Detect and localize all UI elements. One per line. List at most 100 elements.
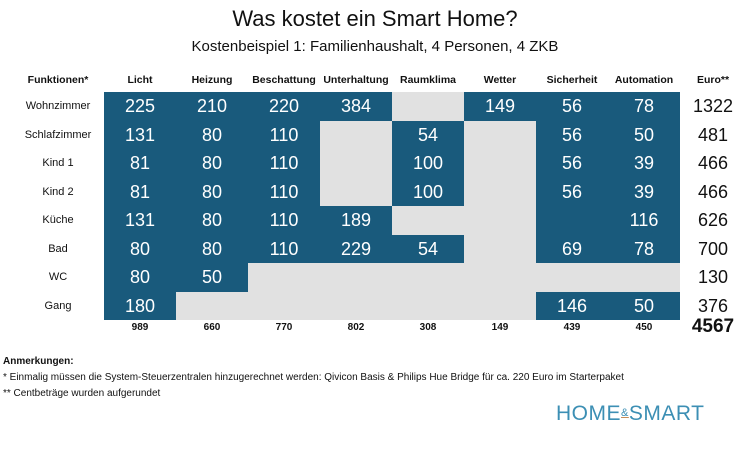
table-cell — [536, 263, 608, 292]
row-label: Bad — [48, 242, 68, 255]
table-cell: 80 — [176, 206, 248, 235]
column-total: 989 — [131, 322, 149, 333]
table-cell: 69 — [536, 234, 608, 263]
row-label: Wohnzimmer — [25, 100, 91, 112]
column-total: 770 — [275, 322, 293, 333]
corner-label: Funktionen* — [27, 74, 89, 86]
page-title: Was kostet ein Smart Home? — [232, 6, 518, 31]
table-cell: 110 — [248, 120, 320, 149]
table-cell: 110 — [248, 206, 320, 235]
table-cell: 56 — [536, 177, 608, 206]
table-cell — [392, 263, 464, 292]
table-cell: 131 — [104, 206, 176, 235]
row-label: Gang — [44, 299, 72, 312]
table-cell: 225 — [104, 92, 176, 121]
row-sum: 700 — [697, 238, 729, 259]
table-cell: 39 — [608, 177, 680, 206]
table-cell: 220 — [248, 92, 320, 121]
table-cell: 80 — [104, 234, 176, 263]
table-cell: 54 — [392, 120, 464, 149]
note-line: ** Centbeträge wurden aufgerundet — [3, 388, 161, 399]
table-cell — [392, 92, 464, 121]
column-header: Sicherheit — [546, 74, 598, 86]
table-cell — [464, 177, 536, 206]
table-cell — [320, 291, 392, 320]
table-cell — [320, 149, 392, 178]
row-sum: 626 — [697, 210, 729, 230]
row-label: WC — [48, 271, 68, 283]
table-cell: 56 — [536, 120, 608, 149]
table-cell: 131 — [104, 120, 176, 149]
table-cell: 78 — [608, 92, 680, 121]
column-total: 802 — [347, 322, 365, 333]
column-header: Raumklima — [399, 74, 457, 86]
table-cell: 146 — [536, 291, 608, 320]
column-header: Unterhaltung — [323, 74, 389, 86]
table-cell — [464, 206, 536, 235]
table-cell — [320, 263, 392, 292]
table-cell: 81 — [104, 177, 176, 206]
table-cell — [464, 291, 536, 320]
sum-header: Euro** — [696, 74, 730, 86]
table-cell — [392, 291, 464, 320]
table-cell: 80 — [176, 120, 248, 149]
page-subtitle: Kostenbeispiel 1: Familienhaushalt, 4 Pe… — [191, 38, 559, 55]
table-cell: 116 — [608, 206, 680, 235]
table-cell — [248, 291, 320, 320]
row-label: Kind 2 — [42, 185, 74, 198]
column-header: Licht — [127, 74, 153, 86]
table-cell: 229 — [320, 234, 392, 263]
table-cell: 80 — [104, 263, 176, 292]
column-header: Beschattung — [252, 74, 316, 86]
table-cell: 180 — [104, 291, 176, 320]
table-cell — [320, 177, 392, 206]
table-cell — [176, 291, 248, 320]
table-cell: 78 — [608, 234, 680, 263]
table-cell: 110 — [248, 177, 320, 206]
table-cell: 100 — [392, 177, 464, 206]
table-cell: 50 — [608, 120, 680, 149]
row-label: Küche — [42, 214, 74, 226]
table-cell: 81 — [104, 149, 176, 178]
row-sum: 130 — [697, 267, 729, 287]
table-cell — [464, 120, 536, 149]
table-cell: 149 — [464, 92, 536, 121]
column-total: 450 — [635, 322, 653, 333]
table-cell — [320, 120, 392, 149]
table-cell — [464, 263, 536, 292]
column-header: Automation — [614, 74, 674, 86]
row-sum: 466 — [697, 181, 729, 202]
column-header: Heizung — [191, 74, 233, 86]
table-cell: 384 — [320, 92, 392, 121]
table-cell: 80 — [176, 234, 248, 263]
row-sum: 376 — [697, 295, 729, 316]
table-cell: 110 — [248, 234, 320, 263]
table-cell: 56 — [536, 92, 608, 121]
notes: Anmerkungen: * Einmalig müssen die Syste… — [3, 354, 624, 402]
table-cell: 189 — [320, 206, 392, 235]
table-cell — [392, 206, 464, 235]
table-cell — [608, 263, 680, 292]
column-total: 149 — [491, 322, 509, 333]
table-cell: 210 — [176, 92, 248, 121]
row-sum: 466 — [697, 153, 729, 173]
table-cell: 80 — [176, 177, 248, 206]
table-cell: 50 — [608, 291, 680, 320]
table-cell: 80 — [176, 149, 248, 178]
row-sum: 481 — [697, 124, 729, 145]
row-label: Kind 1 — [42, 157, 74, 169]
row-label: Schlafzimmer — [24, 128, 92, 141]
column-total: 308 — [419, 322, 437, 333]
table-cell — [248, 263, 320, 292]
table-cell: 56 — [536, 149, 608, 178]
table-cell: 39 — [608, 149, 680, 178]
column-total: 439 — [563, 322, 581, 333]
home-smart-logo: HOME&SMART — [556, 402, 705, 425]
table-cell — [536, 206, 608, 235]
column-total: 660 — [203, 322, 221, 333]
table-cell: 50 — [176, 263, 248, 292]
row-sum: 1322 — [692, 96, 734, 116]
table-cell: 110 — [248, 149, 320, 178]
table-cell: 54 — [392, 234, 464, 263]
table-cell — [464, 234, 536, 263]
